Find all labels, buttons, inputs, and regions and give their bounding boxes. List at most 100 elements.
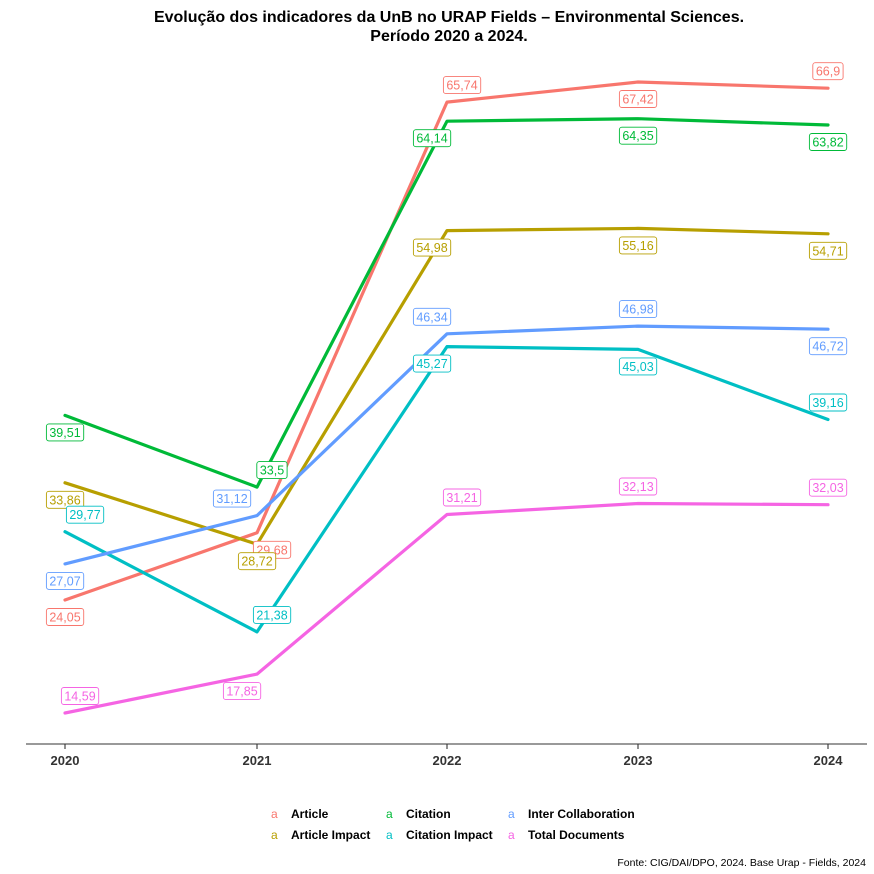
data-label-citation: 39,51 — [45, 423, 85, 442]
data-label-box — [45, 571, 85, 590]
data-label-inter-collaboration: 46,34 — [412, 307, 452, 326]
data-label-box — [808, 478, 848, 497]
data-label-box — [252, 605, 292, 624]
x-tick-label: 2024 — [814, 753, 844, 768]
legend-label: Total Documents — [528, 828, 625, 842]
legend-label: Citation — [406, 807, 451, 821]
data-label-article: 67,42 — [618, 90, 658, 108]
data-label-box — [812, 62, 844, 81]
data-label-text: 67,42 — [622, 93, 653, 107]
data-label-text: 54,71 — [812, 244, 843, 258]
data-label-citation: 33,5 — [256, 461, 288, 480]
data-label-box — [212, 489, 252, 508]
data-label-box — [65, 505, 105, 524]
legend-key: a — [271, 807, 278, 821]
data-label-box — [412, 307, 452, 326]
legend-item-article: a Article — [271, 807, 329, 821]
data-label-article-impact: 54,71 — [808, 241, 848, 260]
legend-item-inter-collaboration: a Inter Collaboration — [508, 807, 635, 821]
data-label-box — [256, 461, 288, 480]
data-label-citation-impact: 39,16 — [808, 393, 848, 412]
legend: a Article a Article Impact a Citation a Citatio… — [271, 807, 635, 842]
data-label-article: 66,9 — [812, 62, 844, 81]
data-label-box — [808, 133, 848, 151]
data-label-text: 32,03 — [812, 481, 843, 495]
data-label-inter-collaboration: 27,07 — [45, 571, 85, 590]
data-label-box — [412, 238, 452, 257]
data-label-total-documents: 17,85 — [222, 682, 262, 701]
data-label-box — [808, 337, 848, 356]
data-label-inter-collaboration: 31,12 — [212, 489, 252, 508]
data-label-box — [442, 488, 482, 507]
data-label-text: 27,07 — [49, 574, 80, 588]
data-label-box — [45, 490, 85, 509]
data-label-article-impact: 55,16 — [618, 236, 658, 255]
data-label-box — [618, 90, 658, 108]
data-label-box — [808, 241, 848, 260]
data-label-box — [45, 608, 85, 626]
data-label-text: 46,98 — [622, 303, 653, 317]
data-label-total-documents: 14,59 — [60, 687, 100, 705]
data-label-text: 64,14 — [416, 132, 447, 146]
series-layer — [63, 80, 830, 715]
data-label-box — [618, 357, 658, 376]
data-label-text: 39,16 — [812, 396, 843, 410]
data-label-box — [45, 423, 85, 442]
data-label-text: 33,5 — [260, 464, 284, 478]
legend-label: Article — [291, 807, 329, 821]
data-label-citation-impact: 45,27 — [412, 354, 452, 373]
data-label-text: 28,72 — [241, 555, 272, 569]
data-label-article: 24,05 — [45, 608, 85, 626]
series-line-citation — [63, 117, 830, 489]
data-label-box — [60, 687, 100, 705]
data-label-text: 65,74 — [446, 79, 477, 93]
legend-key: a — [386, 828, 393, 842]
data-label-text: 45,27 — [416, 357, 447, 371]
data-label-text: 17,85 — [226, 685, 257, 699]
data-label-box — [412, 354, 452, 373]
data-label-text: 33,86 — [49, 493, 80, 507]
data-label-text: 39,51 — [49, 426, 80, 440]
source-caption: Fonte: CIG/DAI/DPO, 2024. Base Urap - Fi… — [617, 857, 866, 869]
legend-item-article-impact: a Article Impact — [271, 828, 370, 842]
data-label-text: 14,59 — [64, 690, 95, 704]
data-label-text: 63,82 — [812, 135, 843, 149]
legend-key: a — [508, 807, 515, 821]
data-label-text: 54,98 — [416, 241, 447, 255]
data-label-text: 55,16 — [622, 239, 653, 253]
legend-key: a — [508, 828, 515, 842]
x-tick-label: 2020 — [51, 753, 80, 768]
data-label-text: 46,34 — [416, 310, 447, 324]
data-label-citation: 63,82 — [808, 133, 848, 151]
legend-item-citation-impact: a Citation Impact — [386, 828, 493, 842]
data-label-text: 21,38 — [256, 608, 287, 622]
x-tick-label: 2021 — [243, 753, 272, 768]
data-label-citation: 64,14 — [412, 129, 452, 148]
data-label-box — [442, 76, 482, 95]
data-label-box — [618, 300, 658, 319]
data-label-text: 32,13 — [622, 480, 653, 494]
chart-title: Evolução dos indicadores da UnB no URAP … — [154, 9, 744, 26]
legend-label: Citation Impact — [406, 828, 493, 842]
data-label-text: 46,72 — [812, 340, 843, 354]
x-axis: 2020 2021 2022 2023 2024 — [51, 744, 844, 768]
series-line-article — [63, 80, 830, 602]
legend-item-citation: a Citation — [386, 807, 451, 821]
legend-item-total-documents: a Total Documents — [508, 828, 625, 842]
data-label-text: 64,35 — [622, 129, 653, 143]
data-label-text: 31,12 — [216, 492, 247, 506]
data-label-box — [618, 126, 658, 145]
data-label-total-documents: 32,03 — [808, 478, 848, 497]
data-label-box — [618, 236, 658, 255]
data-label-inter-collaboration: 46,72 — [808, 337, 848, 356]
data-label-article-impact: 28,72 — [237, 552, 277, 571]
data-label-citation-impact: 45,03 — [618, 357, 658, 376]
data-label-total-documents: 31,21 — [442, 488, 482, 507]
data-label-citation-impact: 29,77 — [65, 505, 105, 524]
data-label-citation-impact: 21,38 — [252, 605, 292, 624]
data-label-text: 24,05 — [49, 611, 80, 625]
data-label-text: 29,77 — [69, 508, 100, 522]
data-label-total-documents: 32,13 — [618, 477, 658, 496]
